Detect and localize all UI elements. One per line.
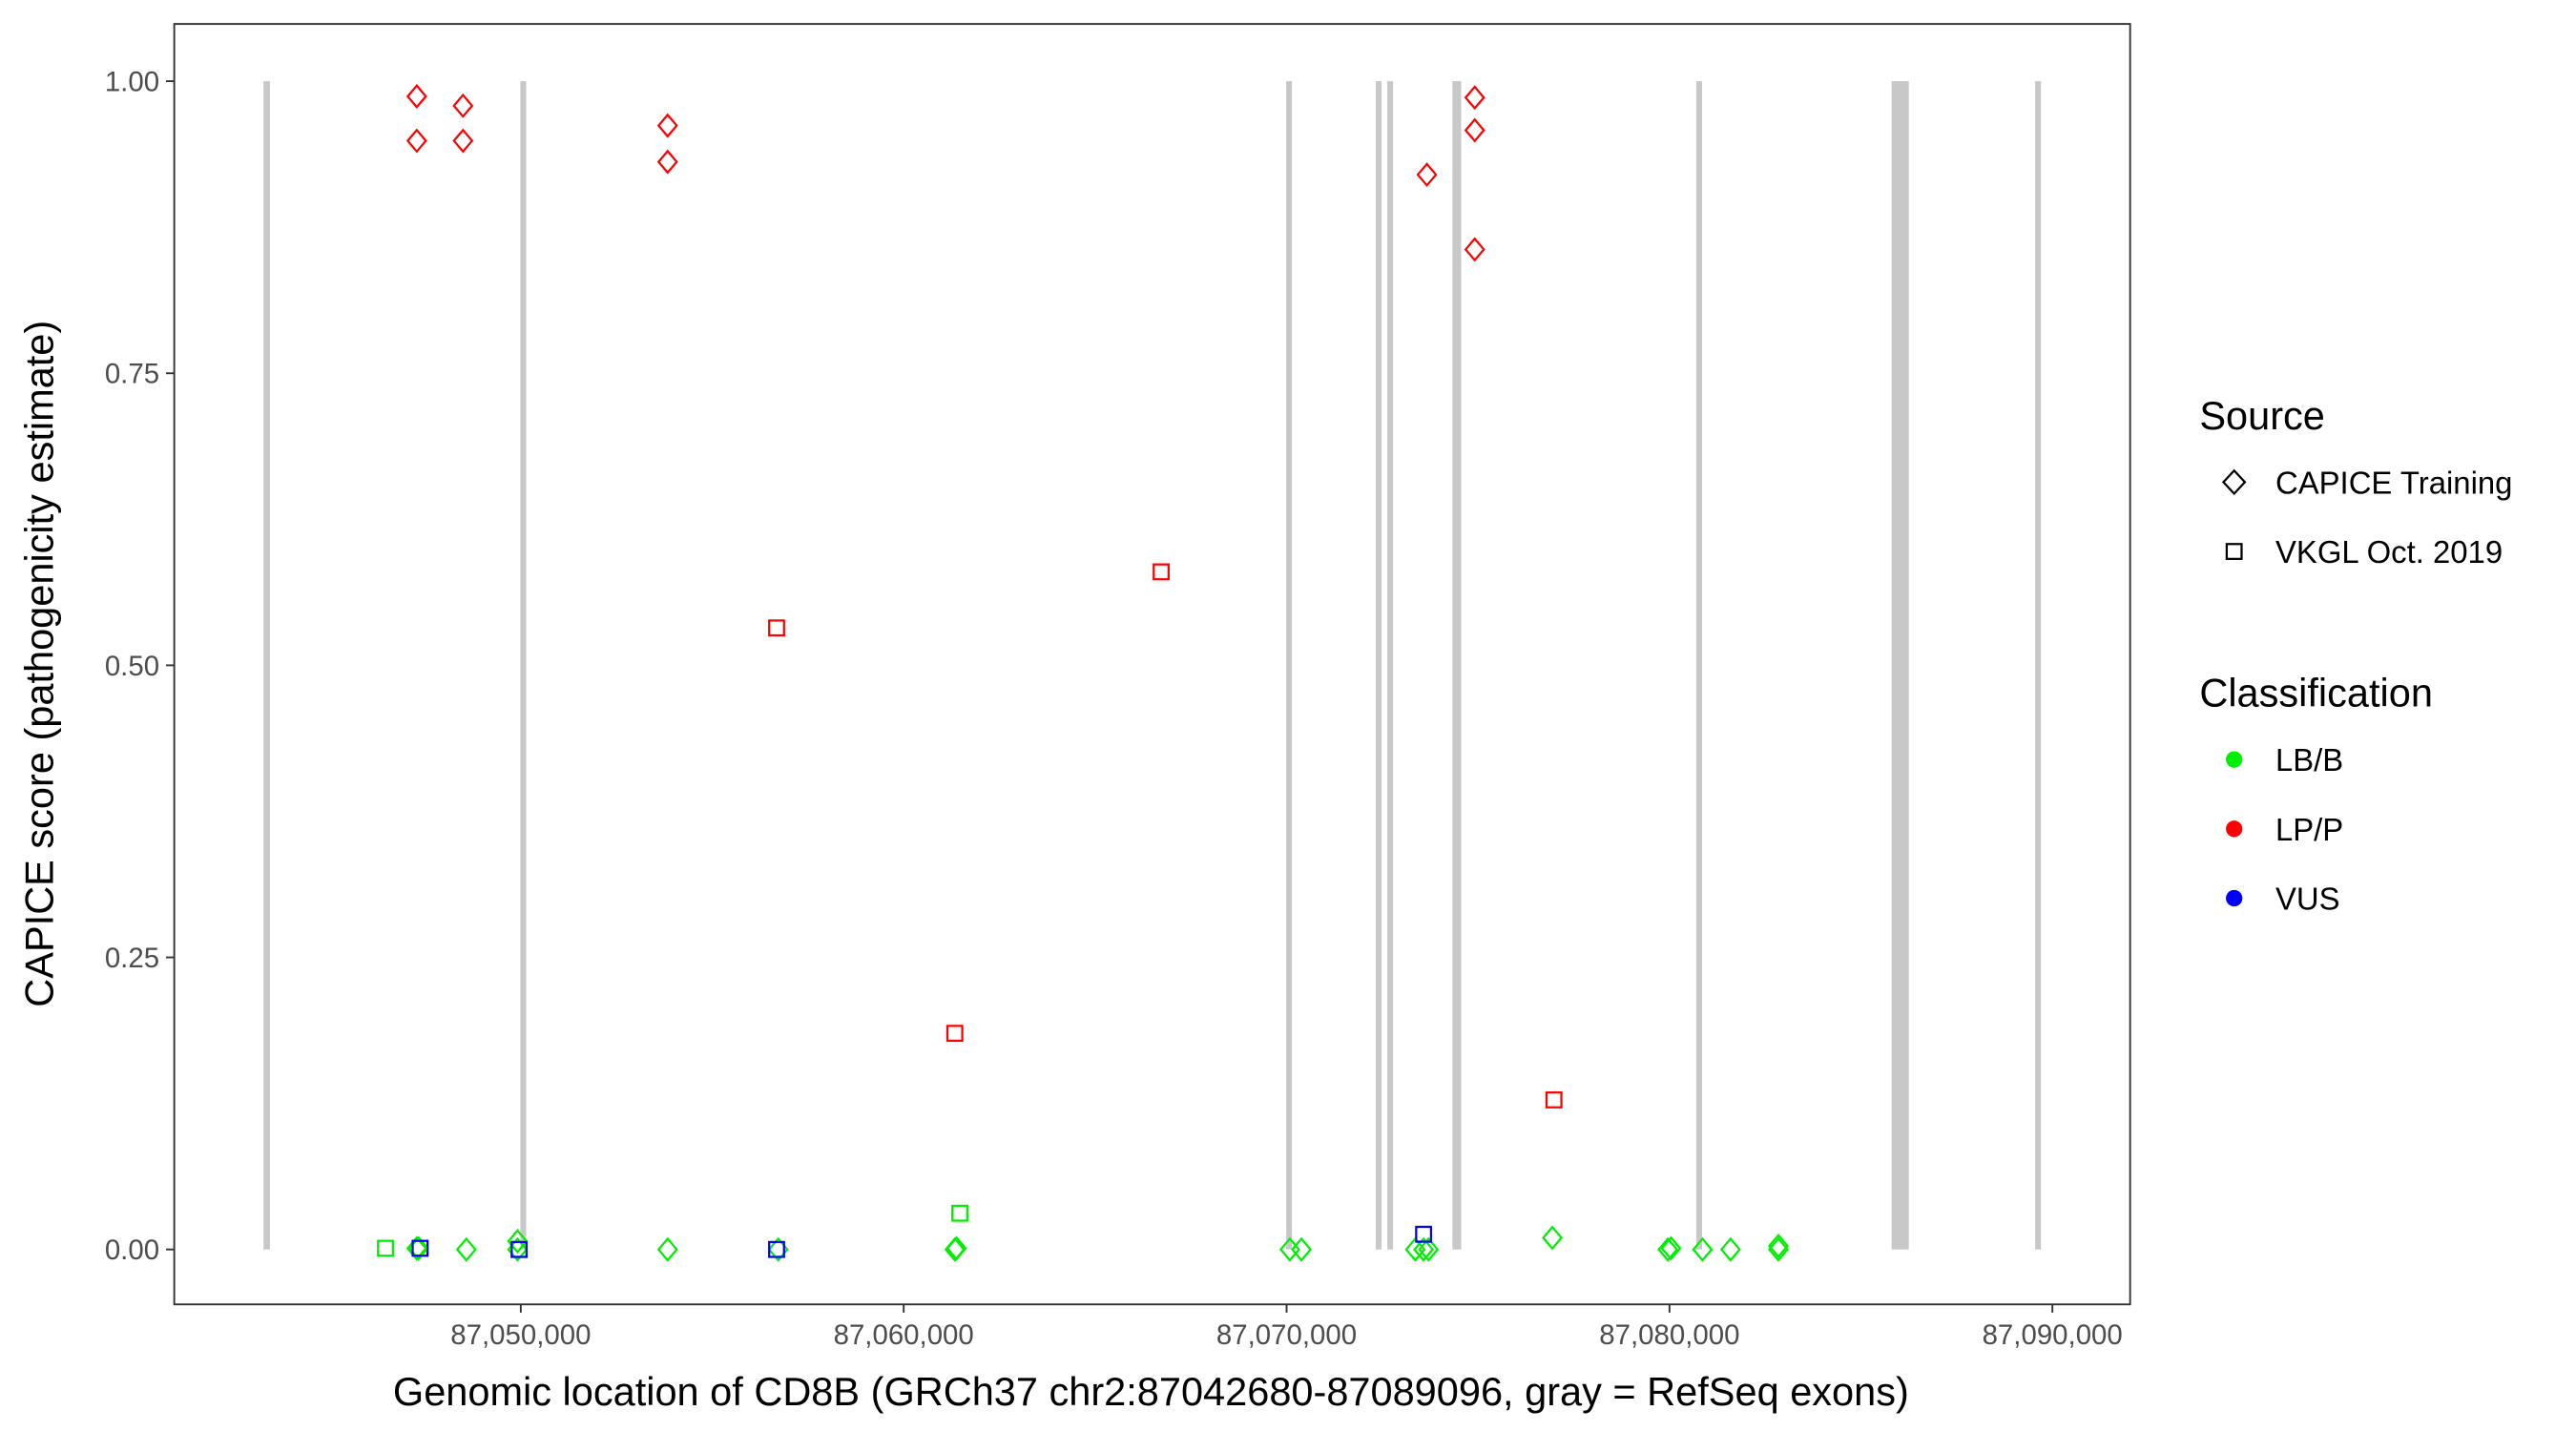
exon-bar	[1376, 81, 1382, 1250]
legend-class-item-0: LB/B	[2275, 742, 2343, 778]
x-tick-label: 87,070,000	[1216, 1319, 1357, 1351]
legend-classification: Classification LB/B LP/P VUS	[2199, 671, 2433, 917]
square-point	[951, 1204, 968, 1222]
diamond-point	[1413, 1236, 1435, 1262]
diamond-point	[1719, 1236, 1741, 1262]
x-tick-label: 87,050,000	[450, 1319, 591, 1351]
diamond-point	[452, 128, 474, 154]
diamond-point	[656, 1236, 678, 1262]
diamond-point	[1768, 1236, 1790, 1262]
y-tick-label: 1.00	[105, 66, 159, 97]
x-tick-label: 87,060,000	[834, 1319, 974, 1351]
y-axis-label: CAPICE score (pathogenicity estimate)	[16, 321, 61, 1007]
diamond-point	[1291, 1236, 1313, 1262]
y-tick-label: 0.75	[105, 359, 159, 390]
diamond-point	[452, 93, 474, 118]
square-point	[1415, 1225, 1433, 1243]
diamond-point	[507, 1229, 529, 1255]
legend-dot-lbb	[2226, 751, 2243, 768]
legend-class-item-2: VUS	[2275, 881, 2340, 917]
legend-classification-title: Classification	[2199, 671, 2433, 716]
square-point	[377, 1239, 394, 1257]
exon-bar	[1387, 81, 1394, 1250]
x-tick-label: 87,080,000	[1599, 1319, 1739, 1351]
x-axis-label: Genomic location of CD8B (GRCh37 chr2:87…	[393, 1369, 1909, 1414]
exon-bar	[1891, 81, 1909, 1250]
diamond-point	[405, 128, 427, 154]
legend-dot-lpp	[2226, 820, 2243, 838]
exon-bar	[1286, 81, 1293, 1250]
x-tick-label: 87,090,000	[1983, 1319, 2123, 1351]
square-point	[510, 1240, 529, 1258]
legend-source-item-1: VKGL Oct. 2019	[2275, 534, 2503, 570]
legend-source: Source CAPICE Training VKGL Oct. 2019	[2199, 393, 2512, 570]
square-point	[945, 1025, 964, 1043]
diamond-point	[656, 113, 678, 138]
legend-dot-vus	[2226, 889, 2243, 907]
y-tick-label: 0.50	[105, 651, 159, 682]
diamond-point	[1692, 1236, 1714, 1262]
legend-diamond-icon	[2221, 468, 2247, 496]
exon-bar	[520, 81, 527, 1250]
exon-bars	[263, 81, 2042, 1250]
exon-bar	[2035, 81, 2042, 1250]
data-points	[377, 84, 1790, 1262]
legend-source-item-0: CAPICE Training	[2275, 465, 2513, 500]
exon-bar	[1452, 81, 1462, 1250]
y-tick-label: 0.25	[105, 943, 159, 974]
diamond-point	[405, 1235, 427, 1261]
diamond-point	[1768, 1234, 1790, 1259]
legend-class-item-1: LP/P	[2275, 812, 2343, 847]
exon-bar	[1695, 81, 1703, 1250]
y-tick-label: 0.00	[105, 1234, 159, 1266]
diamond-point	[1418, 1236, 1440, 1262]
diamond-point	[405, 84, 427, 110]
diamond-point	[455, 1236, 477, 1262]
plot-panel-border	[173, 23, 2131, 1306]
diamond-point	[1416, 162, 1438, 188]
square-point	[1153, 563, 1170, 581]
legend-source-title: Source	[2199, 393, 2325, 438]
square-point	[768, 1240, 785, 1258]
x-axis: 87,050,000 87,060,000 87,070,000 87,080,000…	[450, 1304, 2123, 1351]
diamond-point	[656, 149, 678, 175]
exon-bar	[263, 81, 270, 1250]
y-axis: 0.00 0.25 0.50 0.75 1.00	[105, 66, 175, 1266]
diamond-point	[1660, 1235, 1682, 1261]
square-point	[768, 619, 785, 637]
diamond-point	[1464, 117, 1485, 143]
square-point	[411, 1239, 429, 1257]
diamond-point	[1657, 1236, 1679, 1262]
legend-square-icon	[2225, 543, 2243, 560]
diamond-point	[945, 1235, 967, 1261]
diamond-point	[1464, 85, 1485, 111]
diamond-point	[1464, 237, 1485, 262]
square-point	[1545, 1091, 1563, 1109]
diamond-point	[1542, 1225, 1564, 1251]
